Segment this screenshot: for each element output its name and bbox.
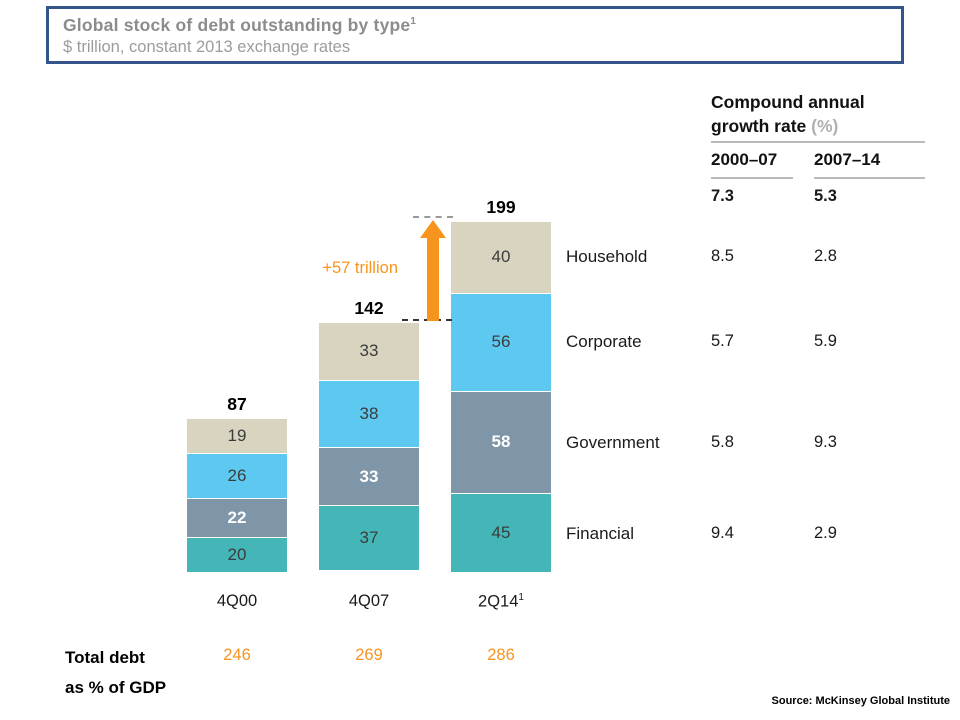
gdp-row-label-line2: as % of GDP [65,678,167,697]
segment-financial: 20 [187,536,287,572]
page-subtitle: $ trillion, constant 2013 exchange rates [63,38,351,56]
segment-value: 38 [359,404,379,424]
segment-value: 26 [227,465,247,485]
cagr-government-2007-14: 9.3 [814,433,837,451]
cagr-financial-2007-14: 2.9 [814,524,837,542]
cagr-table-header: Compound annual growth rate (%) [711,90,926,138]
x-axis-label-2Q14¹: 2Q141 [478,592,524,611]
segment-value: 22 [227,508,247,527]
segment-government: 33 [319,447,419,506]
row-label-corporate: Corporate [566,332,642,351]
cagr-household-2007-14: 2.8 [814,247,837,265]
segment-value: 37 [359,528,379,548]
cagr-col-header-2000-07: 2000–07 [711,150,778,169]
cagr-header-line2-text: growth rate [711,116,807,136]
x-axis-label-4Q00: 4Q00 [216,592,258,610]
segment-household: 40 [451,222,551,293]
cagr-header-line1: Compound annual [711,92,865,112]
cagr-header-rule [711,141,925,143]
cagr-col1-underline [711,177,793,179]
segment-value: 33 [359,341,379,361]
segment-government: 58 [451,391,551,493]
cagr-corporate-2007-14: 5.9 [814,332,837,350]
cagr-corporate-2000-07: 5.7 [711,332,734,350]
bar-2Q14¹: 40 56 58 45 [451,222,551,572]
segment-value: 40 [491,247,511,267]
bar-4Q00: 19 26 22 20 [187,419,287,572]
gdp-row-label-line1: Total debt [65,648,145,667]
cagr-overall-2007-14: 5.3 [814,187,837,205]
source-credit: Source: McKinsey Global Institute [771,695,950,707]
gdp-row-label: Total debt as % of GDP [65,643,166,703]
segment-financial: 45 [451,492,551,572]
bar-total-4Q07: 142 [354,297,384,318]
segment-government: 22 [187,498,287,537]
segment-corporate: 26 [187,452,287,499]
title-box: Global stock of debt outstanding by type… [46,6,904,64]
bar-4Q07: 33 38 33 37 [319,322,419,572]
gdp-value-4Q07: 269 [355,646,383,664]
segment-value: 19 [227,425,247,445]
segment-household: 33 [319,322,419,381]
cagr-financial-2000-07: 9.4 [711,524,734,542]
cagr-government-2000-07: 5.8 [711,433,734,451]
segment-value: 58 [491,432,511,452]
cagr-header-line2: growth rate (%) [711,114,926,138]
segment-value: 45 [491,522,511,542]
cagr-overall-2000-07: 7.3 [711,187,734,205]
row-label-household: Household [566,247,648,266]
row-label-financial: Financial [566,524,635,543]
cagr-household-2000-07: 8.5 [711,247,734,265]
segment-financial: 37 [319,505,419,571]
gdp-value-2Q14¹: 286 [487,646,515,664]
growth-annotation: +57 trillion [322,259,398,277]
segment-value: 20 [227,544,247,564]
segment-corporate: 38 [319,380,419,448]
segment-household: 19 [187,419,287,453]
growth-arrow-shaft [427,236,439,321]
cagr-unit: (%) [811,116,839,136]
gdp-value-4Q00: 246 [223,646,251,664]
bar-total-4Q00: 87 [227,394,247,415]
cagr-col2-underline [814,177,925,179]
segment-corporate: 56 [451,292,551,391]
x-axis-label-4Q07: 4Q07 [348,592,390,610]
segment-value: 56 [491,332,511,352]
bar-total-2Q14¹: 199 [486,197,516,218]
row-label-government: Government [566,433,660,452]
cagr-col-header-2007-14: 2007–14 [814,150,881,169]
growth-arrow-head [420,220,446,238]
page-title: Global stock of debt outstanding by type… [63,15,887,36]
page-title-text: Global stock of debt outstanding by type [63,15,411,35]
dashed-guide-top [413,216,453,218]
segment-value: 33 [359,466,379,486]
title-footnote-mark: 1 [410,16,417,28]
